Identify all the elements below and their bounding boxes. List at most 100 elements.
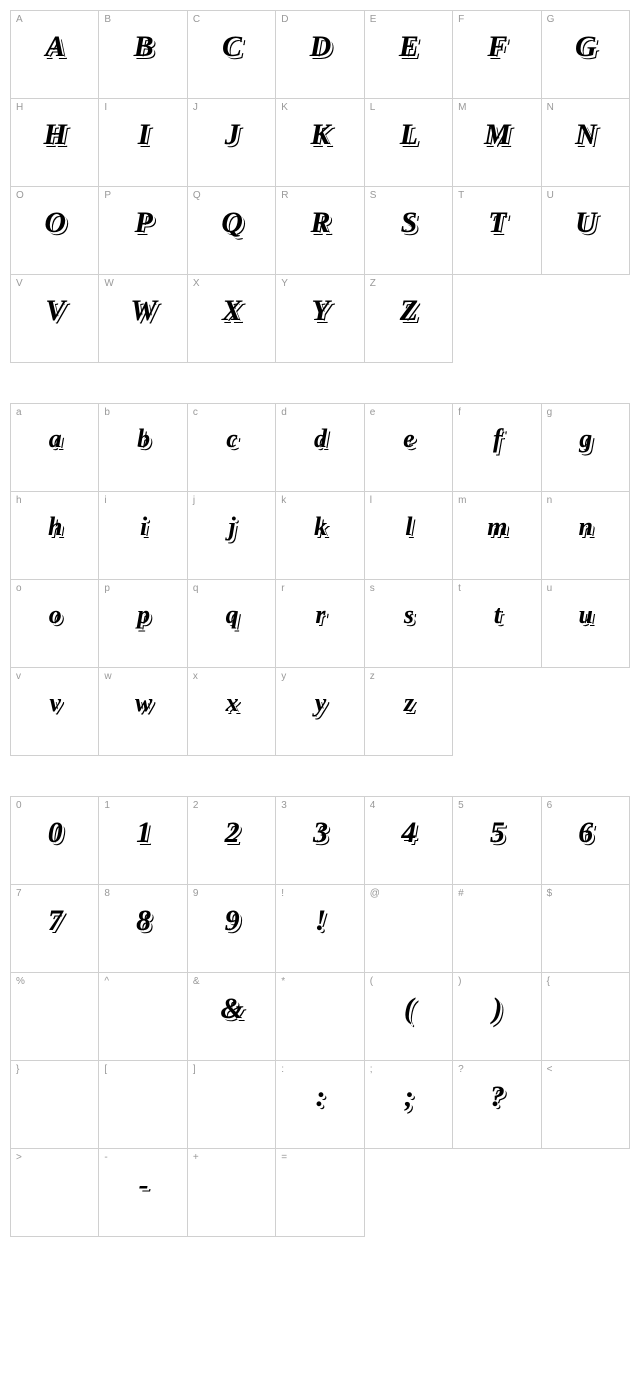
glyph-cell: yy [276, 668, 364, 756]
glyph-cell [542, 275, 630, 363]
glyph-cell: $ [542, 885, 630, 973]
glyph-display: Y [311, 294, 328, 328]
glyph-display: N [575, 118, 596, 152]
glyph-display: a [49, 424, 61, 454]
key-label: # [458, 888, 464, 899]
key-label: 6 [547, 800, 553, 811]
glyph-display: : [315, 1080, 324, 1114]
glyph-cell: tt [453, 580, 541, 668]
glyph-cell: 22 [188, 797, 276, 885]
glyph-display: n [579, 512, 592, 542]
glyph-cell: JJ [188, 99, 276, 187]
glyph-cell: { [542, 973, 630, 1061]
glyph-display: D [310, 30, 331, 64]
section-uppercase: AABBCCDDEEFFGGHHIIJJKKLLMMNNOOPPQQRRSSTT… [10, 10, 630, 363]
glyph-cell: * [276, 973, 364, 1061]
key-label: A [16, 14, 23, 25]
key-label: P [104, 190, 111, 201]
glyph-cell: II [99, 99, 187, 187]
glyph-cell: ^ [99, 973, 187, 1061]
glyph-cell: pp [99, 580, 187, 668]
glyph-cell: xx [188, 668, 276, 756]
key-label: ; [370, 1064, 373, 1075]
key-label: w [104, 671, 111, 682]
glyph-display: x [226, 688, 238, 718]
key-label: = [281, 1152, 287, 1163]
key-label: Z [370, 278, 376, 289]
key-label: S [370, 190, 377, 201]
key-label: g [547, 407, 553, 418]
glyph-display: j [228, 512, 234, 542]
key-label: 8 [104, 888, 110, 899]
glyph-cell: 99 [188, 885, 276, 973]
glyph-cell: # [453, 885, 541, 973]
glyph-display: 8 [136, 904, 150, 938]
glyph-cell [453, 275, 541, 363]
glyph-cell: uu [542, 580, 630, 668]
glyph-cell: ?? [453, 1061, 541, 1149]
character-grid: 00112233445566778899!!@#$%^&&*(()){}[]::… [10, 796, 630, 1237]
key-label: q [193, 583, 199, 594]
glyph-display: ( [404, 992, 413, 1026]
key-label: I [104, 102, 107, 113]
glyph-display: 6 [578, 816, 592, 850]
glyph-cell: (( [365, 973, 453, 1061]
glyph-display: S [401, 206, 417, 240]
glyph-cell: XX [188, 275, 276, 363]
section-lowercase: aabbccddeeffgghhiijjkkllmmnnooppqqrrsstt… [10, 403, 630, 756]
key-label: & [193, 976, 200, 987]
key-label: U [547, 190, 554, 201]
glyph-display: R [310, 206, 329, 240]
key-label: 5 [458, 800, 464, 811]
key-label: e [370, 407, 376, 418]
key-label: : [281, 1064, 284, 1075]
glyph-cell: [ [99, 1061, 187, 1149]
key-label: N [547, 102, 554, 113]
key-label: i [104, 495, 106, 506]
glyph-cell: jj [188, 492, 276, 580]
key-label: W [104, 278, 113, 289]
key-label: l [370, 495, 372, 506]
glyph-display: E [399, 30, 418, 64]
key-label: Y [281, 278, 288, 289]
key-label: + [193, 1152, 199, 1163]
glyph-cell: > [11, 1149, 99, 1237]
key-label: % [16, 976, 25, 987]
key-label: J [193, 102, 198, 113]
glyph-display: t [494, 600, 500, 630]
glyph-cell: 00 [11, 797, 99, 885]
key-label: u [547, 583, 553, 594]
glyph-display: B [134, 30, 153, 64]
glyph-cell: FF [453, 11, 541, 99]
key-label: ( [370, 976, 373, 987]
section-numbers-symbols: 00112233445566778899!!@#$%^&&*(()){}[]::… [10, 796, 630, 1237]
glyph-display: C [222, 30, 241, 64]
glyph-display: M [484, 118, 510, 152]
glyph-display: T [488, 206, 505, 240]
key-label: X [193, 278, 200, 289]
glyph-cell: 11 [99, 797, 187, 885]
glyph-cell: cc [188, 404, 276, 492]
glyph-display: p [137, 600, 149, 630]
key-label: a [16, 407, 22, 418]
glyph-display: c [226, 424, 237, 454]
key-label: T [458, 190, 464, 201]
glyph-cell: WW [99, 275, 187, 363]
glyph-cell: KK [276, 99, 364, 187]
key-label: D [281, 14, 288, 25]
glyph-cell: YY [276, 275, 364, 363]
key-label: r [281, 583, 284, 594]
glyph-display: 2 [225, 816, 239, 850]
glyph-display: ? [490, 1080, 504, 1114]
key-label: R [281, 190, 288, 201]
key-label: ) [458, 976, 461, 987]
glyph-cell: ff [453, 404, 541, 492]
glyph-cell: DD [276, 11, 364, 99]
glyph-cell: SS [365, 187, 453, 275]
key-label: 7 [16, 888, 22, 899]
key-label: O [16, 190, 24, 201]
glyph-cell: ZZ [365, 275, 453, 363]
glyph-cell: LL [365, 99, 453, 187]
glyph-display: h [48, 512, 61, 542]
key-label: p [104, 583, 110, 594]
